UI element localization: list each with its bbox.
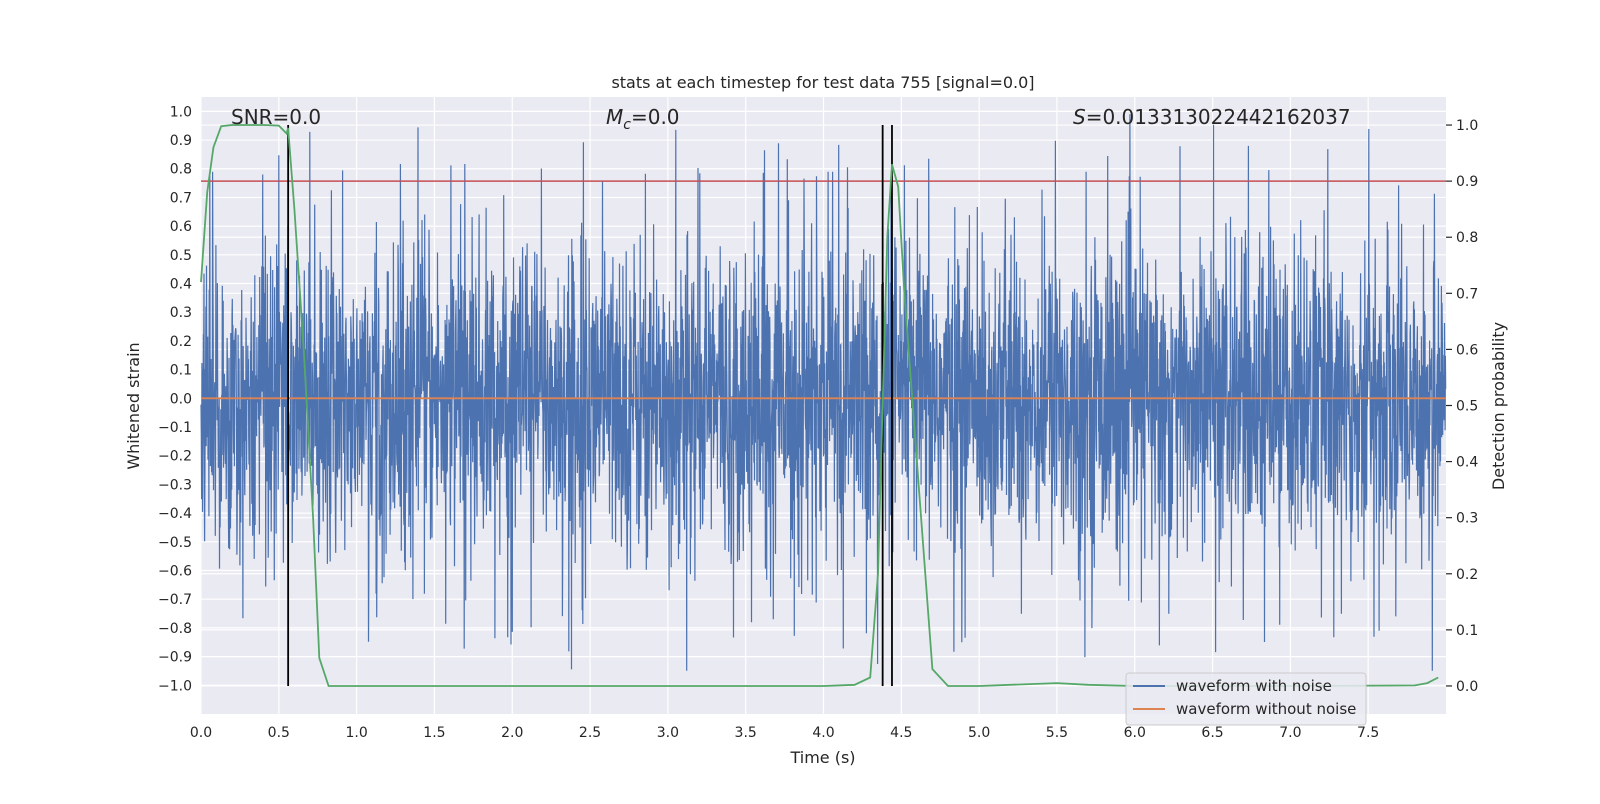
- x-tick-label-15: 7.5: [1357, 725, 1379, 741]
- x-tick-label-13: 6.5: [1201, 725, 1223, 741]
- chirp-mass-symbol: M: [606, 105, 623, 129]
- y-tick-label-17: 0.7: [170, 190, 192, 206]
- y-tick-label-10: 0.0: [170, 391, 192, 407]
- x-tick-label-0: 0.0: [190, 725, 212, 741]
- y-axis-label: Whitened strain: [124, 342, 143, 469]
- y-tick-label-9: −0.1: [158, 420, 192, 436]
- y-tick-label-7: −0.3: [158, 477, 192, 493]
- probability-trace: [200, 124, 1439, 687]
- chirp-mass-annotation: Mc=0.0: [606, 105, 680, 133]
- y-tick-label-0: −1.0: [158, 678, 192, 694]
- series-detection-probability: [200, 124, 1439, 687]
- y2-tick-label-10: 1.0: [1456, 118, 1478, 134]
- x-axis-ticks: 0.0 0.5 1.0 1.5 2.0 2.5 3.0 3.5 4.0 4.5 5.0 5.5 6.0 6…: [190, 725, 1379, 741]
- y-tick-label-15: 0.5: [170, 248, 192, 264]
- x-tick-label-9: 4.5: [890, 725, 912, 741]
- y2-tick-label-7: 0.7: [1456, 286, 1478, 302]
- y-tick-label-13: 0.3: [170, 305, 192, 321]
- y-tick-label-8: −0.2: [158, 449, 192, 465]
- x-tick-label-6: 3.0: [657, 725, 679, 741]
- y-tick-label-12: 0.2: [170, 334, 192, 350]
- series-waveform-with-noise: [200, 114, 1447, 671]
- y2-tick-label-6: 0.6: [1456, 342, 1478, 358]
- y-tick-label-5: −0.5: [158, 535, 192, 551]
- y2-tick-label-1: 0.1: [1456, 623, 1478, 639]
- s-symbol: S: [1073, 105, 1086, 129]
- y2-tick-label-3: 0.3: [1456, 511, 1478, 527]
- x-tick-label-7: 3.5: [735, 725, 757, 741]
- y-tick-label-20: 1.0: [170, 104, 192, 120]
- x-tick-label-2: 1.0: [345, 725, 367, 741]
- chirp-mass-value: =0.0: [631, 105, 680, 129]
- legend-label-clean: waveform without noise: [1176, 700, 1356, 718]
- y-tick-label-18: 0.8: [170, 162, 192, 178]
- y-tick-label-6: −0.4: [158, 506, 192, 522]
- y-tick-label-1: −0.9: [158, 650, 192, 666]
- y2-tick-label-4: 0.4: [1456, 455, 1478, 471]
- chart-title: stats at each timestep for test data 755…: [611, 73, 1034, 92]
- legend-box: [1125, 672, 1367, 726]
- snr-annotation: SNR=0.0: [231, 105, 321, 129]
- y2-tick-label-5: 0.5: [1456, 399, 1478, 415]
- y-tick-label-3: −0.7: [158, 592, 192, 608]
- x-axis-label: Time (s): [789, 748, 855, 767]
- y2-axis-ticks: 0.0 0.1 0.2 0.3 0.4 0.5 0.6 0.7 0.8 0.9 1.0: [1446, 118, 1478, 695]
- chirp-mass-subscript: c: [623, 117, 631, 133]
- x-tick-label-1: 0.5: [268, 725, 290, 741]
- legend: waveform with noise waveform without noi…: [1125, 672, 1367, 726]
- y2-tick-label-0: 0.0: [1456, 679, 1478, 695]
- y-axis-ticks: −1.0 −0.9 −0.8 −0.7 −0.6 −0.5 −0.4 −0.3 −0.2 −0.1…: [158, 104, 192, 694]
- y-tick-label-4: −0.6: [158, 564, 192, 580]
- x-tick-label-8: 4.0: [812, 725, 834, 741]
- x-tick-label-14: 7.0: [1279, 725, 1301, 741]
- y2-tick-label-9: 0.9: [1456, 174, 1478, 190]
- s-value: =0.013313022442162037: [1086, 105, 1351, 129]
- legend-label-noise: waveform with noise: [1176, 677, 1332, 695]
- y-tick-label-14: 0.4: [170, 277, 192, 293]
- y-tick-label-19: 0.9: [170, 133, 192, 149]
- x-tick-label-3: 1.5: [423, 725, 445, 741]
- x-tick-label-11: 5.5: [1046, 725, 1068, 741]
- y2-tick-label-2: 0.2: [1456, 567, 1478, 583]
- y-tick-label-11: 0.1: [170, 363, 192, 379]
- x-tick-label-5: 2.5: [579, 725, 601, 741]
- y2-tick-label-8: 0.8: [1456, 230, 1478, 246]
- y-tick-label-16: 0.6: [170, 219, 192, 235]
- noise-trace: [200, 114, 1447, 671]
- y-tick-label-2: −0.8: [158, 621, 192, 637]
- x-tick-label-10: 5.0: [968, 725, 990, 741]
- x-tick-label-4: 2.0: [501, 725, 523, 741]
- s-annotation: S=0.013313022442162037: [1073, 105, 1351, 129]
- x-tick-label-12: 6.0: [1124, 725, 1146, 741]
- y2-axis-label: Detection probability: [1489, 322, 1508, 490]
